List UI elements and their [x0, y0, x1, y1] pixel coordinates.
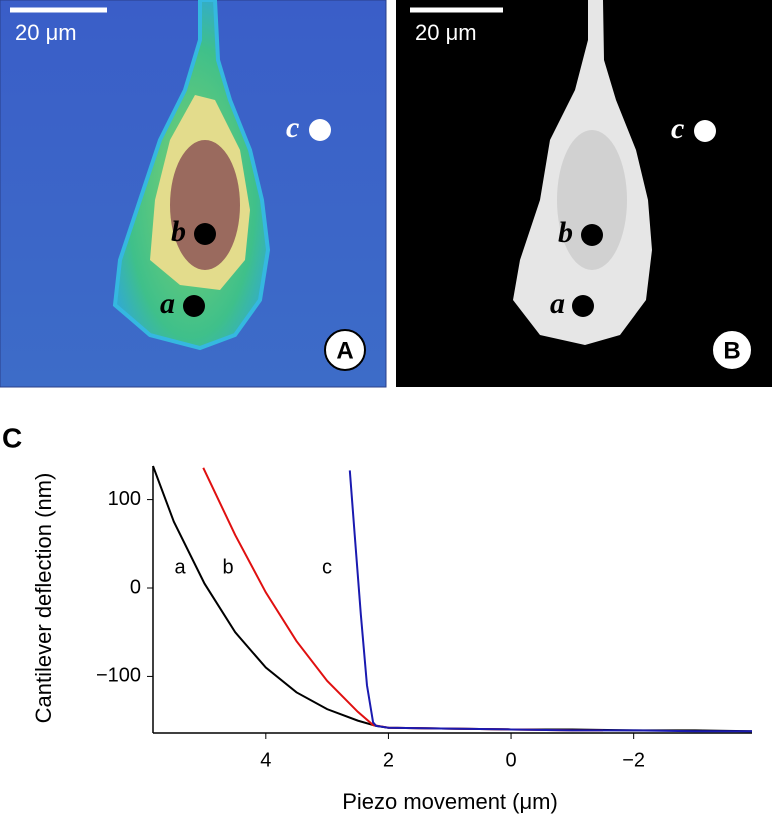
y-axis-title: Cantilever deflection (nm)	[31, 473, 56, 724]
point-dot	[694, 120, 716, 142]
point-label: b	[171, 215, 186, 248]
series-label: c	[322, 556, 332, 578]
series-label: a	[174, 556, 186, 578]
point-label: a	[160, 287, 175, 320]
point-dot	[183, 295, 205, 317]
panel-label: B	[723, 337, 740, 364]
panel-label: A	[336, 337, 353, 364]
y-tick-label: 0	[130, 576, 141, 598]
x-tick-label: −2	[622, 749, 645, 771]
series-label: b	[222, 556, 233, 578]
panel-a: 20 μm a b c A	[0, 0, 387, 388]
panel-label: C	[2, 422, 22, 453]
point-label: b	[558, 216, 573, 249]
point-label: c	[286, 111, 299, 144]
scale-bar-label: 20 μm	[415, 20, 477, 45]
x-tick-label: 0	[505, 749, 516, 771]
cell-nucleus	[170, 140, 240, 270]
x-axis-title: Piezo movement (μm)	[342, 789, 558, 814]
x-tick-label: 2	[383, 749, 394, 771]
point-dot	[309, 119, 331, 141]
point-label: c	[671, 112, 684, 145]
x-tick-label: 4	[260, 749, 271, 771]
panel-label-circle	[711, 329, 753, 371]
y-tick-label: −100	[96, 665, 141, 687]
point-dot	[581, 224, 603, 246]
cell-texture	[557, 130, 627, 270]
panel-b: 20 μm a b c B	[396, 0, 772, 387]
scale-bar-label: 20 μm	[15, 20, 77, 45]
point-dot	[194, 223, 216, 245]
line	[202, 467, 604, 732]
panel-label-circle	[324, 329, 366, 371]
line	[152, 465, 753, 733]
line	[348, 470, 752, 733]
y-tick-label: 100	[108, 488, 141, 510]
point-dot	[572, 295, 594, 317]
point-label: a	[550, 287, 565, 320]
